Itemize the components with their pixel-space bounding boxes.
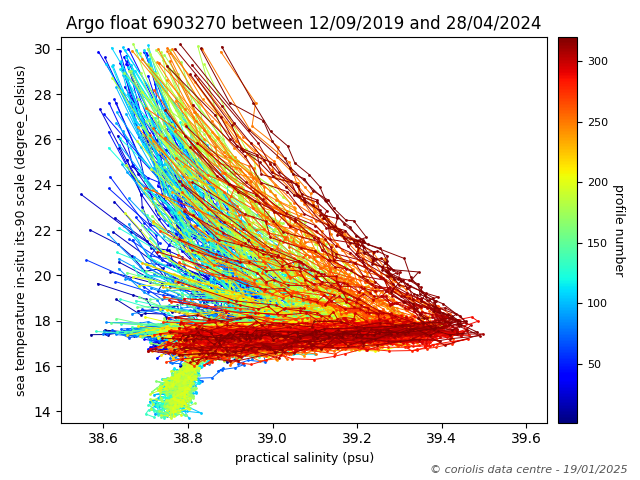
X-axis label: practical salinity (psu): practical salinity (psu) [235, 452, 374, 465]
Title: Argo float 6903270 between 12/09/2019 and 28/04/2024: Argo float 6903270 between 12/09/2019 an… [67, 15, 542, 33]
Y-axis label: sea temperature in-situ its-90 scale (degree_Celsius): sea temperature in-situ its-90 scale (de… [15, 64, 28, 396]
Text: © coriolis data centre - 19/01/2025: © coriolis data centre - 19/01/2025 [429, 465, 627, 475]
Y-axis label: profile number: profile number [612, 184, 625, 276]
